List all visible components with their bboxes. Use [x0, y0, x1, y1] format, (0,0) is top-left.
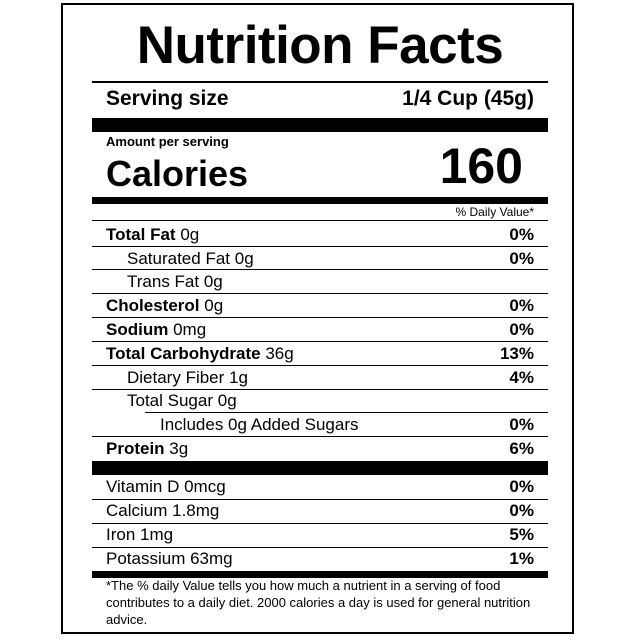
nutrient-dv: 4% [509, 368, 534, 387]
nutrient-dv: 0% [509, 249, 534, 268]
vitamin-dv: 5% [509, 525, 534, 544]
nutrient-amount: 1g [229, 368, 248, 387]
daily-value-header: % Daily Value* [455, 205, 534, 219]
divider [92, 220, 548, 221]
nutrient-dv: 13% [499, 344, 534, 363]
nutrient-row-total-sugar: Total Sugar 0g [92, 389, 548, 413]
nutrient-name: Total Fat [106, 225, 176, 244]
nutrient-amount: 0mg [173, 320, 207, 339]
divider [92, 246, 548, 247]
vitamin-row-iron: Iron 1mg 5% [92, 523, 548, 547]
calories-label: Calories [106, 153, 249, 194]
calories-value: 160 [439, 138, 523, 194]
nutrient-dv: 6% [509, 439, 534, 458]
nutrient-amount: 0g [234, 249, 254, 268]
vitamin-dv: 1% [509, 549, 534, 568]
vitamin-dv: 0% [509, 501, 534, 520]
nutrient-row-sodium: Sodium 0mg 0% [92, 318, 548, 342]
serving-size-value: 1/4 Cup (45g) [402, 87, 534, 110]
vitamin-row-potassium: Potassium 63mg 1% [92, 547, 548, 571]
nutrient-dv: 0% [509, 296, 534, 315]
nutrient-amount: 3g [169, 439, 189, 458]
nutrient-row-total-fat: Total Fat 0g 0% [92, 223, 548, 247]
nutrient-amount: 0g [203, 272, 223, 291]
nutrient-dv: 0% [509, 225, 534, 244]
divider [92, 269, 548, 270]
nutrition-label-border [61, 3, 574, 634]
divider [92, 436, 548, 437]
divider [145, 412, 548, 413]
thick-divider [92, 118, 548, 132]
vitamin-text: Vitamin D 0mcg [106, 477, 226, 496]
medium-divider [92, 197, 548, 204]
divider [92, 523, 548, 524]
nutrient-dv: 0% [509, 320, 534, 339]
divider [92, 365, 548, 366]
medium-divider [92, 571, 548, 578]
nutrient-name: Cholesterol [106, 296, 200, 315]
footnote: *The % daily Value tells you how much a … [106, 578, 531, 627]
vitamin-row-calcium: Calcium 1.8mg 0% [92, 499, 548, 523]
nutrient-name: Saturated Fat [127, 249, 231, 268]
vitamin-text: Potassium 63mg [106, 549, 233, 568]
divider [92, 341, 548, 342]
divider [92, 293, 548, 294]
amount-per-serving-label: Amount per serving [106, 134, 229, 149]
nutrient-row-added-sugars: Includes 0g Added Sugars 0% [92, 413, 548, 437]
divider [92, 389, 548, 390]
nutrient-name: Total Carbohydrate [106, 344, 261, 363]
nutrient-row-dietary-fiber: Dietary Fiber 1g 4% [92, 366, 548, 390]
nutrient-name: Protein [106, 439, 165, 458]
divider [92, 317, 548, 318]
vitamin-row-vitamin-d: Vitamin D 0mcg 0% [92, 475, 548, 499]
nutrient-amount: 36g [265, 344, 294, 363]
divider [92, 547, 548, 548]
nutrient-name: Sodium [106, 320, 169, 339]
thick-divider [92, 461, 548, 475]
label-title: Nutrition Facts [136, 16, 504, 75]
nutrient-name: Total Sugar [127, 391, 213, 410]
nutrient-row-saturated-fat: Saturated Fat 0g 0% [92, 247, 548, 271]
nutrient-name: Includes 0g Added Sugars [160, 415, 359, 434]
nutrient-name: Trans Fat [127, 272, 200, 291]
serving-size-label: Serving size [106, 87, 229, 110]
nutrient-amount: 0g [217, 391, 237, 410]
nutrient-row-protein: Protein 3g 6% [92, 437, 548, 461]
divider [92, 499, 548, 500]
divider [92, 81, 548, 83]
vitamin-dv: 0% [509, 477, 534, 496]
nutrient-name: Dietary Fiber [127, 368, 225, 387]
nutrient-dv: 0% [509, 415, 534, 434]
nutrient-row-total-carbohydrate: Total Carbohydrate 36g 13% [92, 342, 548, 366]
nutrient-row-trans-fat: Trans Fat 0g [92, 270, 548, 294]
nutrient-row-cholesterol: Cholesterol 0g 0% [92, 294, 548, 318]
nutrient-amount: 0g [180, 225, 200, 244]
nutrient-amount: 0g [204, 296, 224, 315]
vitamin-text: Iron 1mg [106, 525, 174, 544]
vitamin-text: Calcium 1.8mg [106, 501, 220, 520]
